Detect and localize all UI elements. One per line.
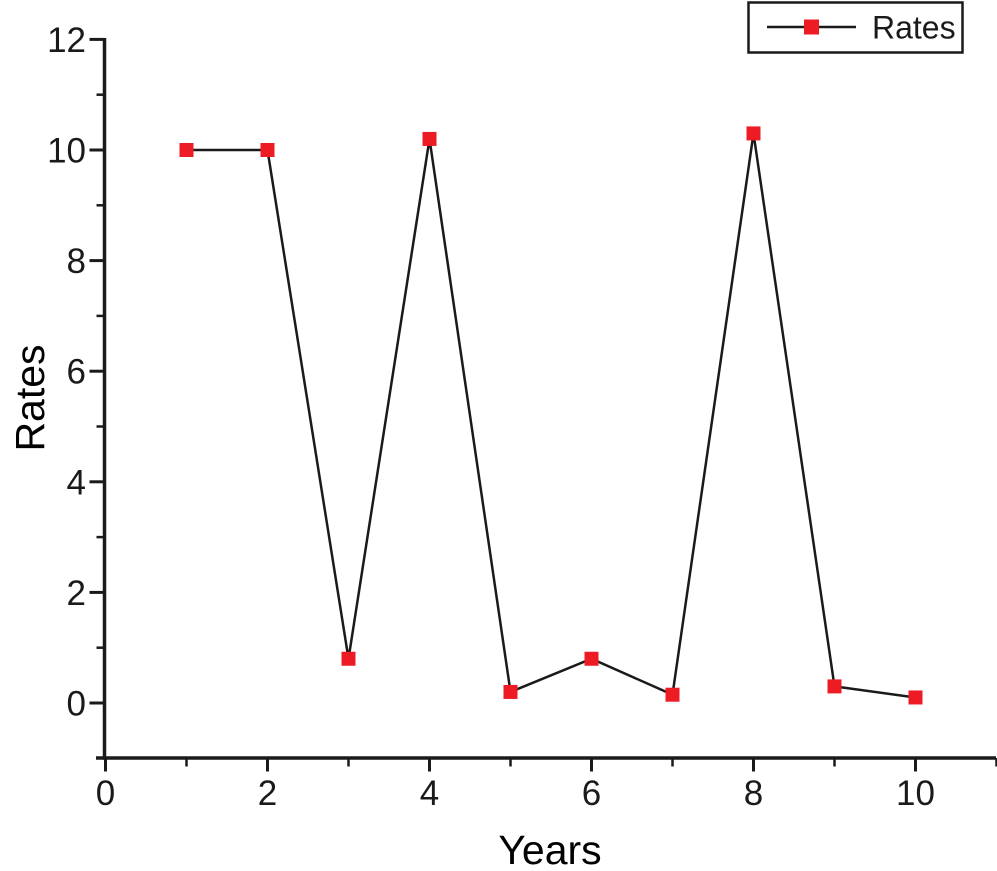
x-tick-label: 2 [258, 774, 277, 813]
x-tick-label: 10 [896, 774, 935, 813]
y-tick-label: 0 [67, 685, 86, 724]
series-line [186, 133, 916, 699]
data-point-marker [746, 126, 761, 141]
data-point-marker [665, 687, 680, 702]
data-point-marker [179, 143, 194, 157]
data-point-marker [908, 690, 923, 705]
x-tick-label: 8 [744, 774, 763, 813]
legend-marker-swatch [804, 19, 819, 35]
data-point-marker [341, 651, 356, 666]
legend-group: Rates [747, 1, 964, 54]
data-point-marker [827, 679, 842, 694]
data-point-marker [260, 143, 275, 157]
data-point-marker [503, 684, 518, 699]
y-tick-label: 8 [67, 242, 86, 281]
data-point-marker [422, 131, 437, 146]
y-tick-label: 4 [67, 463, 86, 502]
x-tick-label: 0 [96, 774, 115, 813]
axes-group: 0 2 4 6 8 10 12 0 2 4 6 8 10 [47, 21, 997, 813]
y-tick-label: 12 [47, 21, 86, 60]
series-group [179, 126, 923, 705]
y-axis-title: Rates [7, 344, 53, 451]
y-tick-label: 2 [67, 574, 86, 613]
x-tick-label: 6 [582, 774, 601, 813]
x-tick-label: 4 [420, 774, 439, 813]
legend-label: Rates [872, 10, 956, 46]
x-axis-title: Years [498, 827, 601, 871]
y-tick-label: 10 [47, 132, 86, 171]
data-point-marker [584, 651, 599, 666]
y-tick-label: 6 [67, 353, 86, 392]
